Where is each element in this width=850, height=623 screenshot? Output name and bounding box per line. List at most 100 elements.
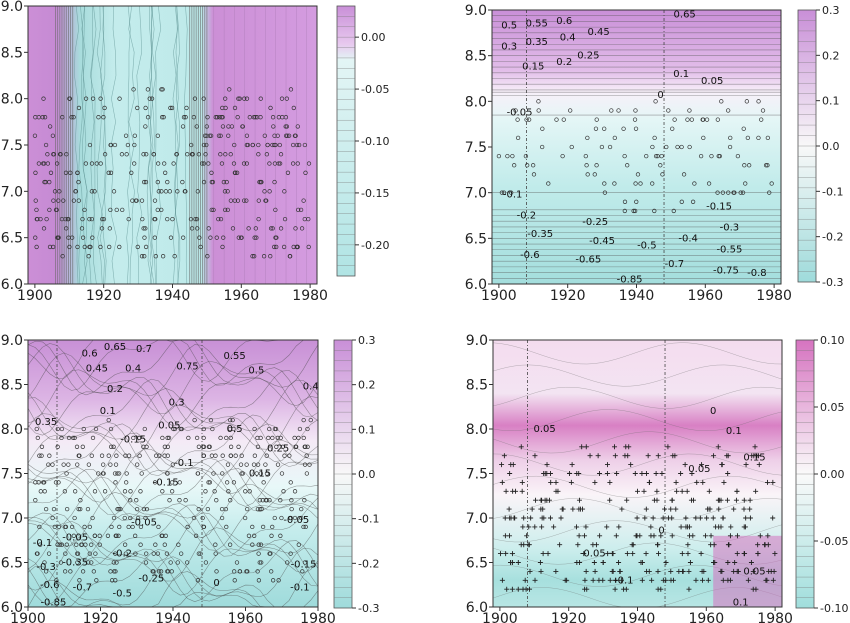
data-point	[244, 462, 249, 467]
colorbar-tick-label: -0.15	[361, 187, 389, 200]
data-point	[582, 533, 588, 539]
data-point	[228, 444, 234, 449]
contour-label: -0.55	[716, 244, 742, 255]
data-point	[82, 207, 87, 213]
data-point	[35, 551, 40, 556]
data-point	[607, 144, 613, 150]
data-point	[56, 480, 61, 485]
data-point	[122, 515, 127, 521]
data-point	[152, 480, 158, 485]
data-point	[272, 133, 277, 138]
data-point	[705, 506, 711, 512]
data-point	[158, 569, 164, 574]
data-point	[242, 96, 247, 101]
data-point	[205, 506, 210, 512]
data-point	[132, 161, 137, 166]
data-point	[224, 524, 229, 530]
data-point	[520, 586, 526, 592]
data-point	[64, 471, 69, 476]
data-point	[655, 568, 661, 574]
data-point	[496, 153, 502, 159]
data-point	[247, 489, 252, 494]
data-point	[719, 568, 725, 574]
data-point	[100, 216, 105, 222]
data-point	[76, 198, 81, 203]
data-point	[92, 189, 97, 194]
data-point	[716, 506, 722, 512]
data-point	[288, 87, 294, 92]
contour-label: -0.25	[138, 574, 164, 585]
data-point	[679, 551, 685, 557]
data-point	[747, 163, 752, 168]
y-tick-label: 7.5	[1, 138, 23, 154]
data-point	[610, 568, 616, 574]
y-tick-label: 7.0	[466, 511, 488, 527]
contour-label: 0.45	[86, 363, 108, 374]
data-point	[609, 108, 614, 113]
data-point	[143, 124, 148, 129]
data-point	[252, 426, 257, 432]
data-point	[186, 435, 191, 441]
data-point	[716, 153, 721, 159]
y-tick-label: 8.0	[465, 94, 487, 110]
data-point	[88, 244, 93, 250]
data-point	[288, 480, 293, 485]
data-point	[145, 115, 151, 120]
data-point	[660, 172, 665, 177]
data-point	[604, 524, 610, 530]
data-point	[557, 542, 563, 548]
data-point	[45, 152, 50, 157]
data-point	[46, 462, 51, 467]
y-tick-label: 9.0	[1, 333, 23, 349]
data-point	[193, 533, 199, 538]
data-point	[201, 142, 207, 148]
data-point	[582, 577, 588, 583]
data-point	[66, 462, 71, 467]
contour-label: -0.35	[527, 229, 553, 240]
contour-label: 0.45	[588, 27, 610, 38]
y-tick-label: 7.0	[1, 511, 23, 527]
data-point	[711, 453, 717, 459]
contour-line	[149, 5, 157, 285]
data-point	[619, 506, 625, 512]
colorbar-tick-label: -0.10	[820, 602, 848, 615]
data-point	[195, 189, 200, 194]
data-point	[218, 133, 223, 138]
data-point	[188, 216, 194, 222]
data-point	[282, 216, 288, 222]
data-point	[116, 533, 121, 538]
data-point	[616, 560, 622, 565]
data-point	[139, 471, 144, 476]
data-point	[292, 489, 298, 494]
data-point	[759, 117, 764, 122]
data-point	[54, 578, 59, 583]
data-point	[526, 524, 532, 530]
data-point	[734, 551, 740, 557]
data-point	[583, 153, 588, 159]
data-point	[60, 115, 65, 120]
data-point	[166, 435, 172, 441]
data-point	[727, 533, 733, 539]
data-point	[526, 117, 532, 122]
data-point	[756, 99, 761, 104]
data-point	[85, 506, 91, 512]
data-point	[43, 142, 49, 148]
y-tick-label: 6.5	[465, 231, 487, 247]
data-point	[80, 569, 86, 574]
data-point	[715, 444, 721, 450]
contour-line	[27, 388, 319, 450]
data-point	[715, 117, 720, 122]
data-point	[109, 524, 114, 530]
data-point	[679, 144, 684, 150]
data-point	[770, 577, 776, 583]
data-point	[246, 226, 251, 231]
data-point	[153, 542, 158, 547]
data-point	[510, 551, 516, 557]
data-point	[513, 488, 519, 494]
data-point	[524, 533, 530, 539]
y-tick-label: 6.0	[465, 277, 487, 293]
data-point	[268, 226, 274, 231]
data-point	[193, 216, 198, 222]
data-point	[63, 551, 68, 556]
